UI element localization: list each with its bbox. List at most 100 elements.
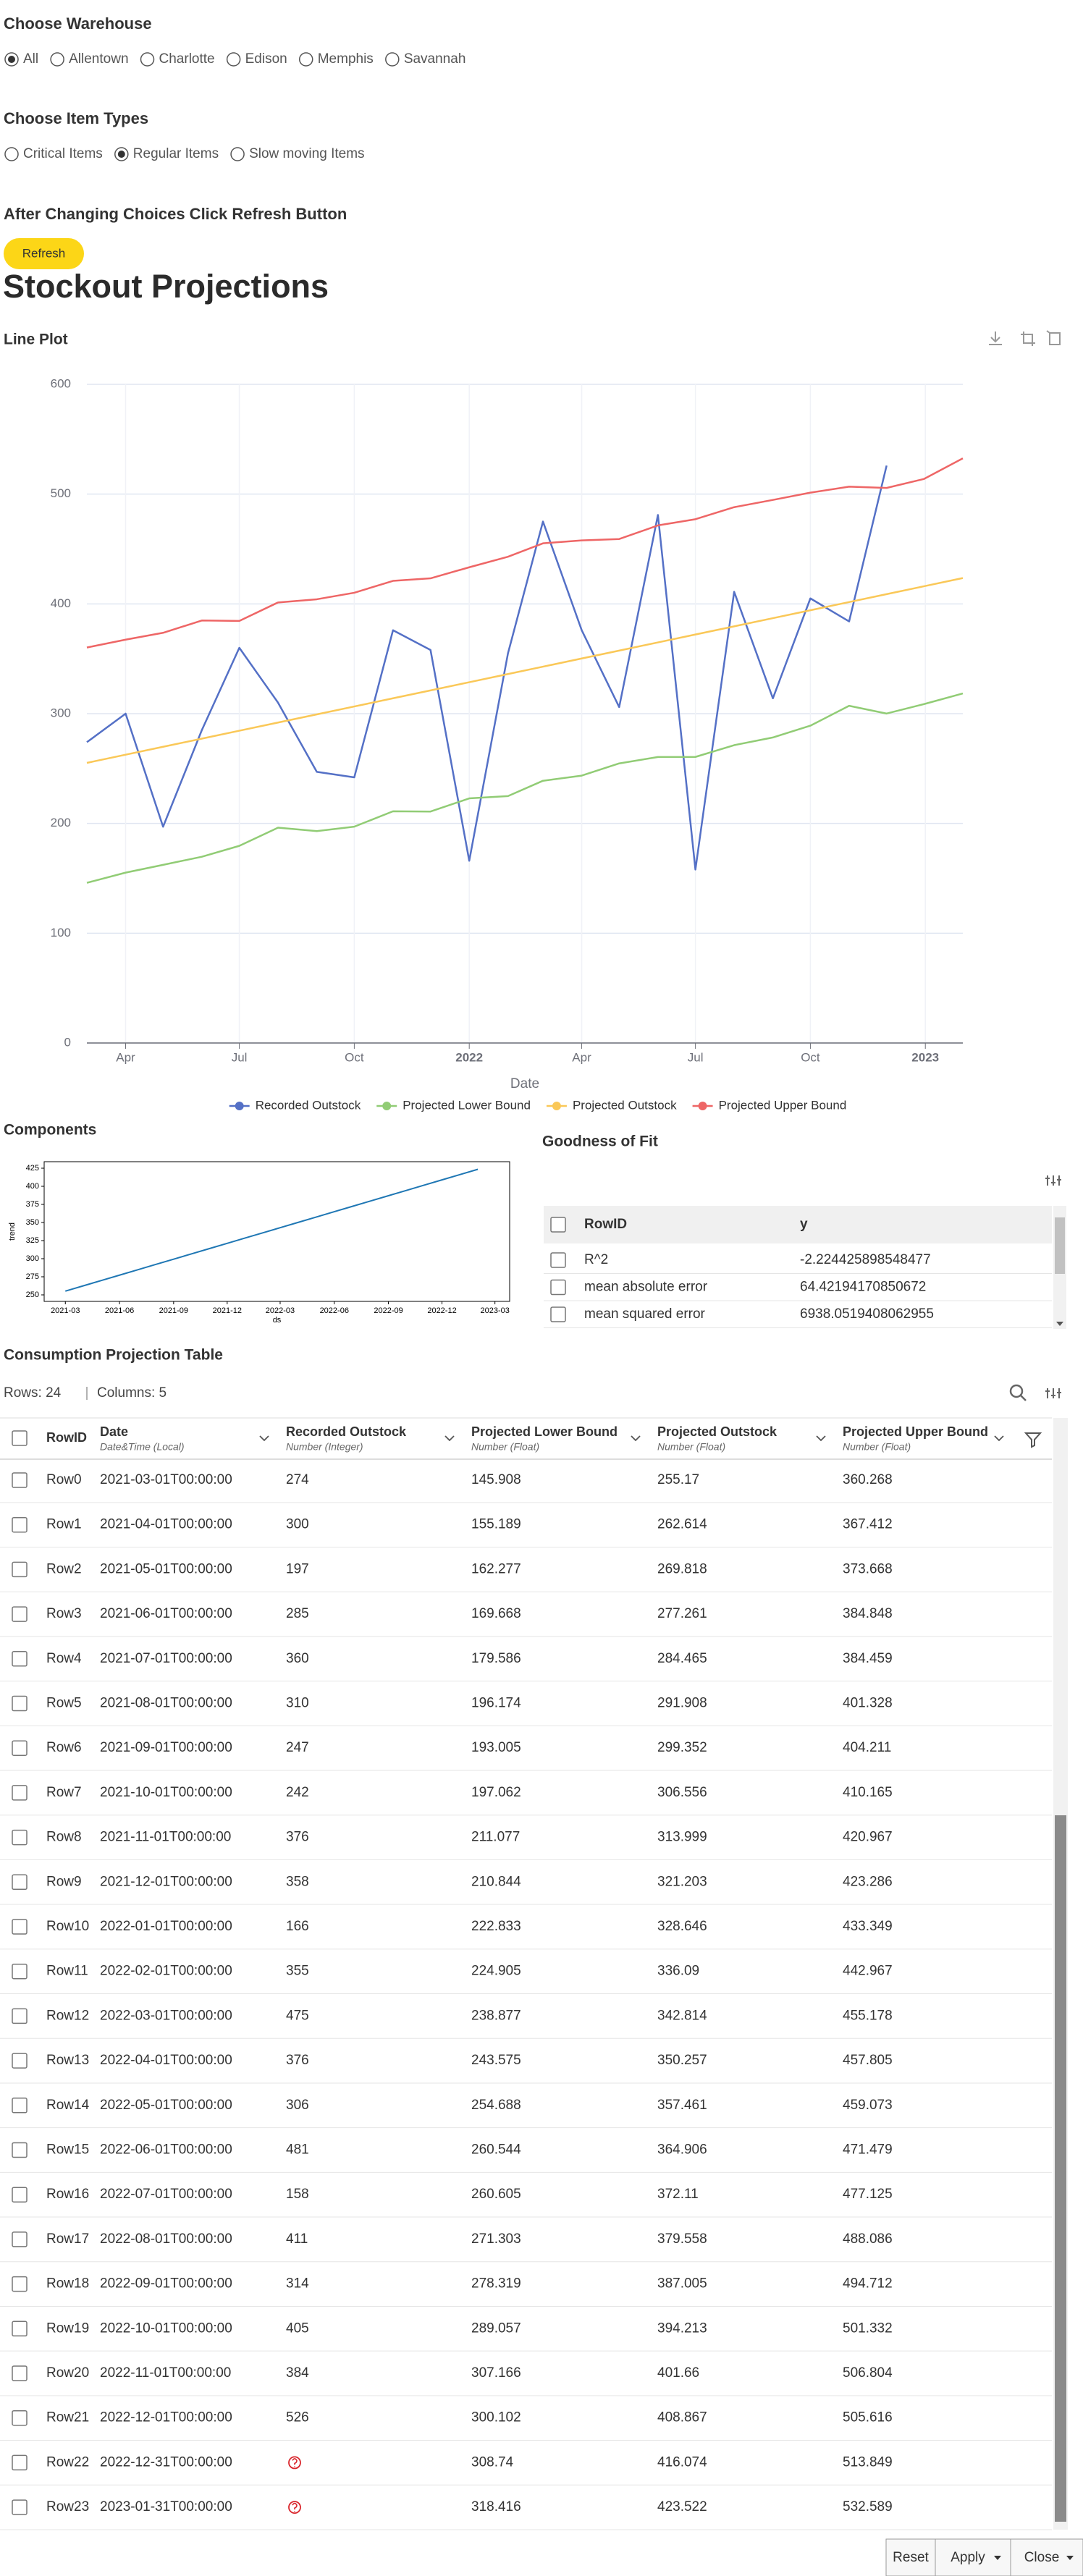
cell: 289.057 — [471, 2320, 521, 2336]
checkbox[interactable] — [12, 1562, 27, 1576]
legend-item[interactable]: Recorded Outstock — [229, 1098, 361, 1112]
radio[interactable] — [141, 53, 154, 66]
y-tick-label: 400 — [51, 596, 71, 610]
settings-icon[interactable] — [1045, 1175, 1061, 1186]
cell: 307.166 — [471, 2365, 521, 2381]
scrollbar-thumb[interactable] — [1055, 1217, 1065, 1274]
column-type: Number (Float) — [657, 1441, 725, 1453]
checkbox[interactable] — [12, 1607, 27, 1621]
cell: 2022-08-01T00:00:00 — [100, 2231, 232, 2247]
reset-zoom-icon[interactable] — [1047, 331, 1060, 345]
checkbox[interactable] — [12, 2411, 27, 2425]
cell: 318.416 — [471, 2499, 521, 2514]
checkbox[interactable] — [12, 1964, 27, 1979]
checkbox[interactable] — [12, 1875, 27, 1889]
checkbox[interactable] — [551, 1253, 565, 1267]
cell: Row21 — [46, 2410, 89, 2425]
cell: 2022-12-01T00:00:00 — [100, 2410, 232, 2425]
legend-item[interactable]: Projected Upper Bound — [693, 1098, 847, 1112]
checkbox[interactable] — [12, 2232, 27, 2247]
cell: 254.688 — [471, 2098, 521, 2113]
scrollbar-thumb[interactable] — [1055, 1815, 1066, 2522]
checkbox[interactable] — [12, 2143, 27, 2158]
radio-label: Allentown — [69, 51, 128, 67]
checkbox[interactable] — [12, 2366, 27, 2381]
checkbox[interactable] — [551, 1217, 565, 1232]
filter-icon[interactable] — [1026, 1433, 1040, 1447]
checkbox[interactable] — [12, 1697, 27, 1711]
cell: 300 — [286, 1517, 309, 1532]
cell: 2022-04-01T00:00:00 — [100, 2053, 232, 2068]
cell: Row2 — [46, 1561, 82, 1576]
cell: 357.461 — [657, 2098, 707, 2113]
checkbox[interactable] — [12, 2321, 27, 2336]
cell: 284.465 — [657, 1651, 707, 1666]
sort-toggle[interactable] — [631, 1436, 640, 1440]
legend-marker — [552, 1102, 561, 1110]
checkbox[interactable] — [12, 1920, 27, 1934]
cell: 364.906 — [657, 2142, 707, 2158]
checkbox[interactable] — [12, 1786, 27, 1800]
search-icon[interactable] — [1011, 1385, 1026, 1401]
cell: 242 — [286, 1785, 309, 1800]
sort-toggle[interactable] — [260, 1436, 269, 1440]
sort-toggle[interactable] — [445, 1436, 454, 1440]
cell: 328.646 — [657, 1919, 707, 1934]
x-tick-label: Jul — [688, 1050, 704, 1064]
radio[interactable] — [51, 53, 64, 66]
sort-toggle[interactable] — [817, 1436, 825, 1440]
cell: 277.261 — [657, 1606, 707, 1621]
section-title: Goodness of Fit — [542, 1133, 658, 1150]
cell: 2022-05-01T00:00:00 — [100, 2098, 232, 2113]
checkbox[interactable] — [12, 2455, 27, 2470]
checkbox[interactable] — [12, 1518, 27, 1532]
checkbox[interactable] — [12, 1652, 27, 1666]
radio[interactable] — [231, 148, 244, 161]
cell: 260.605 — [471, 2187, 521, 2202]
checkbox[interactable] — [551, 1307, 565, 1322]
refresh-button-label[interactable]: Refresh — [22, 246, 66, 260]
footer-button-label[interactable]: Apply — [951, 2550, 985, 2565]
cell: 488.086 — [843, 2231, 893, 2247]
radio[interactable] — [300, 53, 313, 66]
radio[interactable] — [5, 148, 18, 161]
table-settings-icon[interactable] — [1045, 1388, 1061, 1398]
x-tick-label: 2022-06 — [320, 1306, 349, 1315]
cell: 384.848 — [843, 1606, 893, 1621]
cell: 442.967 — [843, 1964, 893, 1979]
download-icon[interactable] — [989, 331, 1002, 345]
checkbox[interactable] — [12, 2277, 27, 2292]
checkbox[interactable] — [12, 1431, 27, 1445]
cell: 278.319 — [471, 2276, 521, 2292]
checkbox[interactable] — [12, 2500, 27, 2514]
footer-button-label[interactable]: Close — [1024, 2550, 1060, 2565]
cell: 211.077 — [471, 1830, 520, 1845]
checkbox[interactable] — [12, 2187, 27, 2202]
cell: 158 — [286, 2187, 309, 2202]
y-tick-label: 600 — [51, 376, 71, 390]
x-tick-label: 2021-03 — [51, 1306, 80, 1315]
checkbox[interactable] — [12, 2098, 27, 2113]
crop-icon[interactable] — [1021, 331, 1035, 346]
cell: 459.073 — [843, 2098, 893, 2113]
cell: 2022-07-01T00:00:00 — [100, 2187, 232, 2202]
checkbox[interactable] — [12, 2053, 27, 2068]
radio-label: Edison — [245, 51, 287, 67]
legend-item[interactable]: Projected Outstock — [547, 1098, 677, 1112]
cell: 367.412 — [843, 1517, 893, 1532]
sort-toggle[interactable] — [995, 1436, 1003, 1440]
checkbox[interactable] — [12, 2009, 27, 2023]
footer-button-label[interactable]: Reset — [893, 2550, 929, 2565]
checkbox[interactable] — [12, 1473, 27, 1487]
radio[interactable] — [227, 53, 240, 66]
cell: 342.814 — [657, 2008, 707, 2023]
legend-item[interactable]: Projected Lower Bound — [376, 1098, 531, 1112]
cell: 410.165 — [843, 1785, 893, 1800]
radio[interactable] — [386, 53, 399, 66]
column-header: Projected Upper Bound — [843, 1424, 988, 1439]
checkbox[interactable] — [12, 1830, 27, 1845]
cell: Row23 — [46, 2499, 89, 2514]
checkbox[interactable] — [12, 1741, 27, 1755]
checkbox[interactable] — [551, 1280, 565, 1295]
